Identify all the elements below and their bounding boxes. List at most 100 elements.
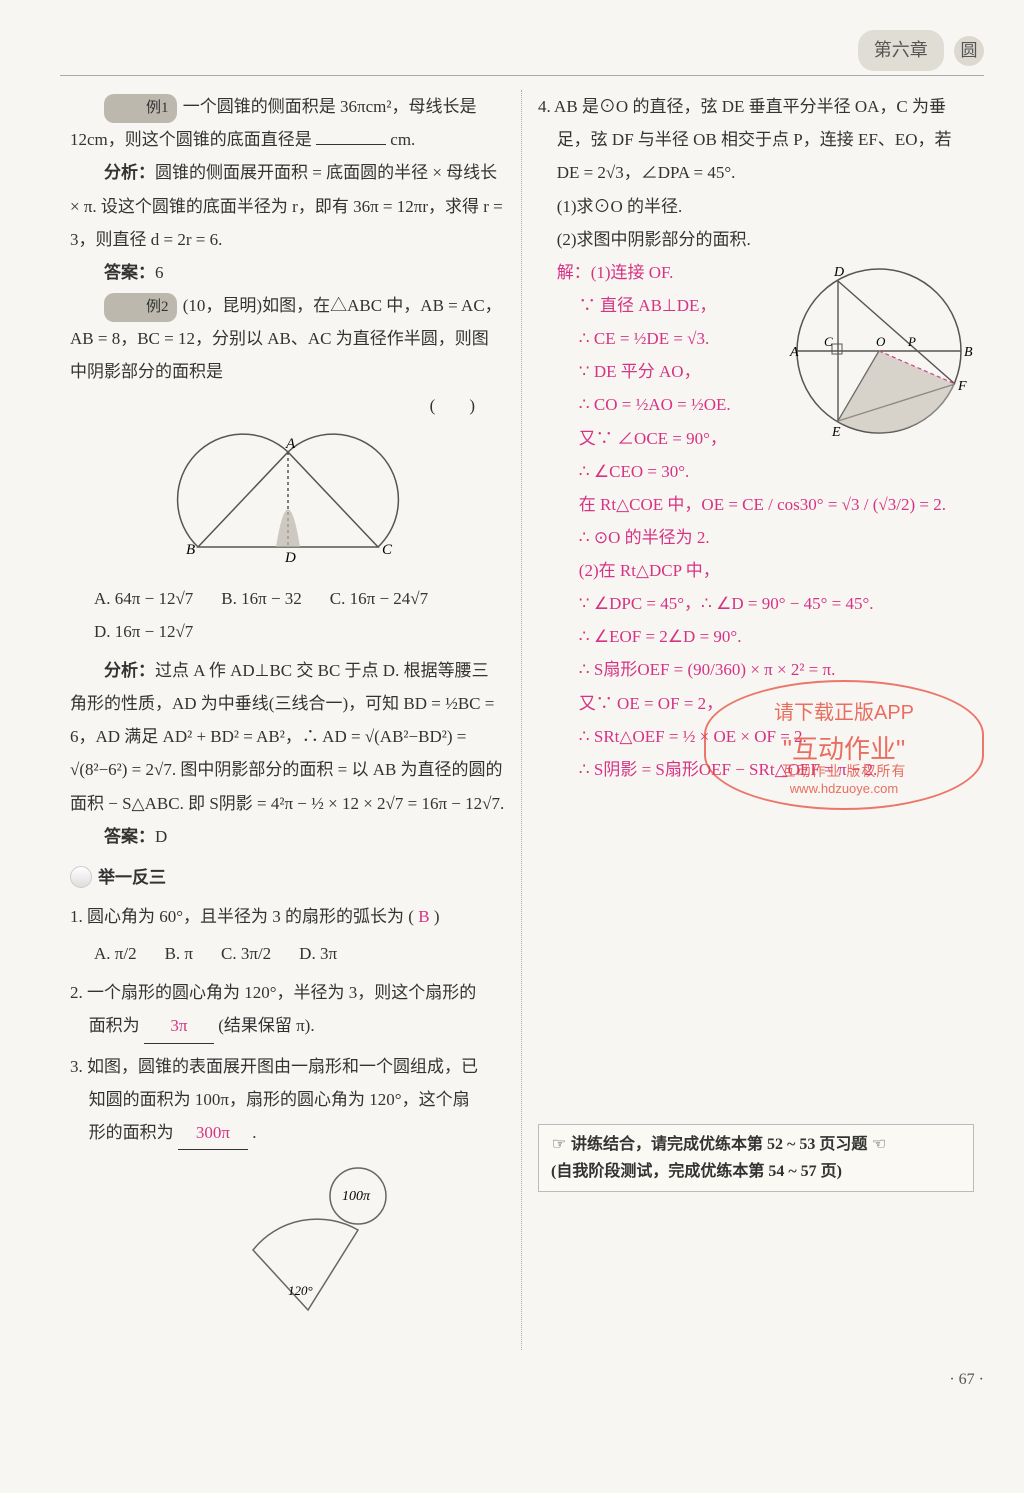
footer-text1: 讲练结合，请完成优练本第 52 ~ 53 页习题: [571, 1136, 867, 1153]
answer-label-1: 答案：: [104, 263, 155, 282]
q4-sub2: (2)求图中阴影部分的面积.: [538, 223, 974, 256]
q2-note: (结果保留 π).: [218, 1016, 314, 1035]
cone-net-svg: 100π 120°: [218, 1160, 418, 1340]
practice-heading: 举一反三: [70, 861, 505, 894]
q3-diagram: 100π 120°: [70, 1160, 505, 1340]
example2-analysis-text: 过点 A 作 AD⊥BC 交 BC 于点 D. 根据等腰三角形的性质，AD 为中…: [70, 661, 504, 813]
header-rule: [60, 75, 984, 76]
hand-icon: ☞: [551, 1131, 567, 1158]
example1-answer-val: 6: [155, 263, 164, 282]
svg-text:100π: 100π: [342, 1189, 371, 1204]
svg-text:C: C: [382, 542, 393, 558]
sol-l2: ∵ DE 平分 AO，: [538, 355, 774, 388]
answer-label-2: 答案：: [104, 827, 155, 846]
sol-l3: ∴ CO = ½AO = ½OE.: [538, 388, 774, 421]
q4-line2: 足，弦 DF 与半径 OB 相交于点 P，连接 EF、EO，若: [538, 123, 974, 156]
sol-l1: ∴ CE = ½DE = √3.: [538, 322, 774, 355]
svg-text:B: B: [186, 542, 195, 558]
q1-answer: B: [418, 907, 429, 926]
chapter-topic: 圆: [954, 36, 984, 66]
triangle-semicircles-svg: A B C D: [168, 432, 408, 572]
svg-text:C: C: [824, 334, 833, 349]
q3-line1: 3. 如图，圆锥的表面展开图由一扇形和一个圆组成，已: [70, 1050, 505, 1083]
q2-line2: 面积为 3π (结果保留 π).: [70, 1009, 505, 1043]
sol-l8: (2)在 Rt△DCP 中，: [538, 554, 974, 587]
svg-text:O: O: [876, 334, 886, 349]
svg-text:D: D: [284, 550, 296, 566]
circle-geometry-svg: A B C D E F O P: [784, 256, 974, 446]
sol-head: 解：(1)连接 OF.: [538, 256, 774, 289]
example2-badge: 例2: [104, 293, 177, 322]
example1-line2: 12cm，则这个圆锥的底面直径是 cm.: [70, 123, 505, 156]
example1-stem: 例1 一个圆锥的侧面积是 36πcm²，母线长是: [70, 90, 505, 123]
analysis-label-2: 分析：: [104, 661, 155, 680]
q1-opt-d: D. 3π: [299, 937, 337, 970]
sol-1-head: (1)连接 OF.: [591, 263, 674, 282]
ex2-opt-b: B. 16π − 32: [221, 582, 302, 615]
svg-text:120°: 120°: [288, 1283, 313, 1298]
q1-opt-c: C. 3π/2: [221, 937, 271, 970]
ex2-opt-c: C. 16π − 24√7: [330, 582, 428, 615]
svg-text:A: A: [285, 436, 296, 452]
sol-l12: 又∵ OE = OF = 2，: [538, 687, 974, 720]
svg-text:B: B: [964, 345, 973, 360]
sol-l6: 在 Rt△COE 中，OE = CE / cos30° = √3 / (√3/2…: [538, 488, 974, 521]
left-column: 例1 一个圆锥的侧面积是 36πcm²，母线长是 12cm，则这个圆锥的底面直径…: [60, 90, 522, 1350]
example1-analysis: 分析：圆锥的侧面展开面积 = 底面圆的半径 × 母线长 × π. 设这个圆锥的底…: [70, 156, 505, 255]
example1-unit: cm.: [390, 130, 415, 149]
q4-diagram: A B C D E F O P: [784, 256, 974, 457]
example2-analysis: 分析：过点 A 作 AD⊥BC 交 BC 于点 D. 根据等腰三角形的性质，AD…: [70, 654, 505, 820]
sol-l13: ∴ SRt△OEF = ½ × OE × OF = 2.: [538, 720, 974, 753]
footer-line2: (自我阶段测试，完成优练本第 54 ~ 57 页): [551, 1158, 961, 1185]
q1-opt-a: A. π/2: [94, 937, 137, 970]
example1-blank: [316, 144, 386, 145]
page-number: · 67 ·: [60, 1364, 984, 1395]
q4-sub1: (1)求⊙O 的半径.: [538, 190, 974, 223]
q1-text: 1. 圆心角为 60°，且半径为 3 的扇形的弧长为 (: [70, 907, 414, 926]
example2-diagram: A B C D: [70, 432, 505, 572]
page-header: 第六章 圆: [60, 30, 984, 76]
example2-options: A. 64π − 12√7 B. 16π − 32 C. 16π − 24√7 …: [94, 582, 505, 648]
sol-l5: ∴ ∠CEO = 30°.: [538, 455, 774, 488]
q3-line3: 形的面积为 300π .: [70, 1116, 505, 1150]
hand-icon-2: ☞: [871, 1131, 887, 1158]
q4-line3: DE = 2√3，∠DPA = 45°.: [538, 156, 974, 189]
right-column: 4. AB 是⊙O 的直径，弦 DE 垂直平分半径 OA，C 为垂 足，弦 DF…: [522, 90, 984, 1350]
example2-paren: ( ): [70, 389, 505, 422]
svg-text:A: A: [789, 345, 799, 360]
svg-text:F: F: [957, 379, 967, 394]
two-column-layout: 例1 一个圆锥的侧面积是 36πcm²，母线长是 12cm，则这个圆锥的底面直径…: [60, 90, 984, 1350]
sol-label: 解：: [557, 263, 591, 282]
q3-dot: .: [252, 1123, 256, 1142]
svg-text:D: D: [833, 265, 844, 280]
sol-l4: 又∵ ∠OCE = 90°，: [538, 422, 774, 455]
sol-l11: ∴ S扇形OEF = (90/360) × π × 2² = π.: [538, 653, 974, 686]
ex2-opt-a: A. 64π − 12√7: [94, 582, 193, 615]
example1-text-a: 一个圆锥的侧面积是 36πcm²，母线长是: [183, 97, 477, 116]
q3-answer: 300π: [178, 1116, 248, 1150]
example2-answer: 答案：D: [70, 820, 505, 853]
example1-badge: 例1: [104, 94, 177, 123]
sol-l7: ∴ ⊙O 的半径为 2.: [538, 521, 974, 554]
example1-text-b: 12cm，则这个圆锥的底面直径是: [70, 130, 312, 149]
svg-text:E: E: [831, 425, 841, 440]
right-spacer: [538, 786, 974, 1106]
sol-l10: ∴ ∠EOF = 2∠D = 90°.: [538, 620, 974, 653]
q3-text-c: 形的面积为: [89, 1123, 174, 1142]
q4-line1: 4. AB 是⊙O 的直径，弦 DE 垂直平分半径 OA，C 为垂: [538, 90, 974, 123]
svg-text:P: P: [907, 334, 916, 349]
footer-callout: ☞ 讲练结合，请完成优练本第 52 ~ 53 页习题 ☞ (自我阶段测试，完成优…: [538, 1124, 974, 1192]
q1-opt-b: B. π: [165, 937, 193, 970]
footer-line1: ☞ 讲练结合，请完成优练本第 52 ~ 53 页习题 ☞: [551, 1131, 961, 1158]
q4-solution-lines: 解：(1)连接 OF. ∵ 直径 AB⊥DE， ∴ CE = ½DE = √3.…: [538, 256, 774, 488]
q2-line1: 2. 一个扇形的圆心角为 120°，半径为 3，则这个扇形的: [70, 976, 505, 1009]
practice-icon: [70, 866, 92, 888]
q2-answer: 3π: [144, 1009, 214, 1043]
chapter-badge: 第六章: [858, 30, 944, 71]
example1-answer: 答案：6: [70, 256, 505, 289]
example2-answer-val: D: [155, 827, 167, 846]
q1-options: A. π/2 B. π C. 3π/2 D. 3π: [94, 937, 505, 970]
q2-text-b: 面积为: [89, 1016, 140, 1035]
practice-title: 举一反三: [98, 861, 166, 894]
sol-l9: ∵ ∠DPC = 45°，∴ ∠D = 90° − 45° = 45°.: [538, 587, 974, 620]
